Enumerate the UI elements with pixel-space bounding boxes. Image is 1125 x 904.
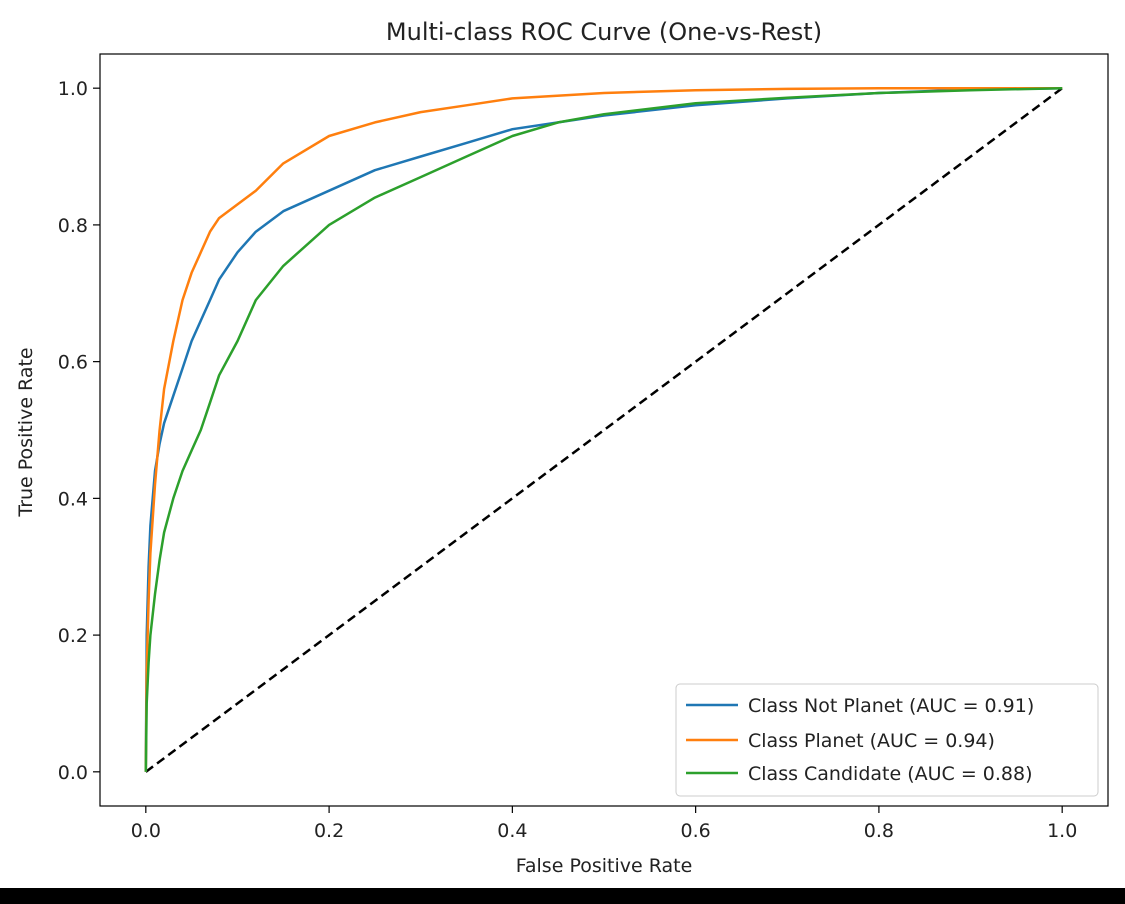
legend: Class Not Planet (AUC = 0.91) Class Plan… <box>675 683 1099 797</box>
tick-group: 0.0 0.2 0.4 0.6 0.8 1.0 0.0 0.2 0.4 0.6 0.8 1.0 <box>58 78 1078 842</box>
x-tick-label: 1.0 <box>1047 820 1077 842</box>
series-line-planet <box>144 86 1063 772</box>
legend-label-not-planet: Class Not Planet (AUC = 0.91) <box>748 695 1034 717</box>
reference-layer <box>145 87 1063 773</box>
plot-frame <box>99 53 1109 807</box>
y-tick-label: 0.8 <box>58 215 88 237</box>
x-tick-label: 0.6 <box>681 820 711 842</box>
y-tick-label: 0.4 <box>58 488 88 510</box>
chart-title: Multi-class ROC Curve (One-vs-Rest) <box>386 18 822 46</box>
x-tick-label: 0.8 <box>864 820 894 842</box>
series-layer <box>144 86 1063 772</box>
x-tick-label: 0.0 <box>131 820 161 842</box>
bottom-strip <box>0 888 1125 904</box>
legend-label-planet: Class Planet (AUC = 0.94) <box>748 730 995 752</box>
y-tick-label: 0.2 <box>58 625 88 647</box>
y-axis-label: True Positive Rate <box>15 347 37 517</box>
y-tick-label: 0.6 <box>58 352 88 374</box>
x-tick-label: 0.4 <box>497 820 527 842</box>
series-line-candidate <box>144 86 1063 772</box>
x-tick-label: 0.2 <box>314 820 344 842</box>
chance-diagonal-line <box>145 87 1063 773</box>
legend-box <box>675 683 1099 797</box>
y-tick-label: 1.0 <box>58 78 88 100</box>
legend-label-candidate: Class Candidate (AUC = 0.88) <box>748 763 1033 785</box>
x-axis-label: False Positive Rate <box>516 855 693 877</box>
y-tick-label: 0.0 <box>58 762 88 784</box>
